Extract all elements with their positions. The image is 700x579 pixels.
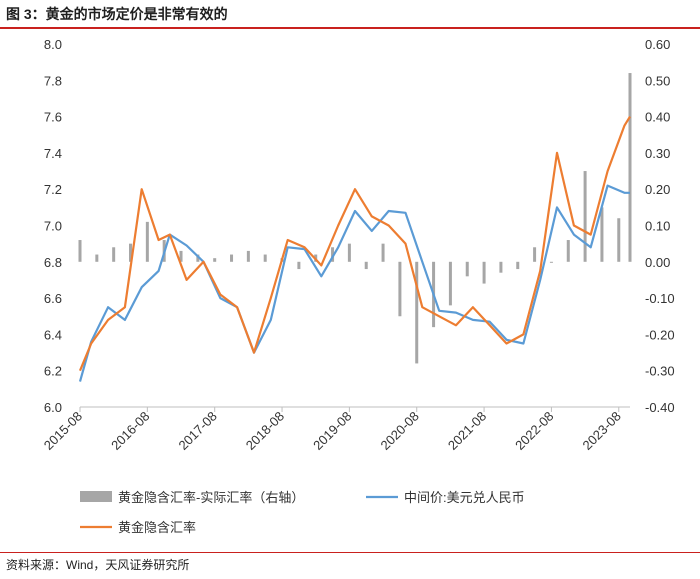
axes: 8.0 7.8 7.6 7.4 7.2 7.0 6.8 6.6 6.4 6.2 6.0 0.60 0.5… [41,37,675,453]
x-tick-label: 2015-08 [41,409,85,453]
bar-mark [628,73,632,262]
bar-mark [145,221,149,262]
usd-cny-midpoint-line [78,184,630,382]
bar-mark [179,250,183,262]
chart: 8.0 7.8 7.6 7.4 7.2 7.0 6.8 6.6 6.4 6.2 6.0 0.60 0.5… [41,37,675,535]
y-left-tick-label: 6.6 [44,291,62,306]
y-left-tick-label: 7.0 [44,219,62,234]
legend-label: 黄金隐含汇率 [118,520,196,535]
x-tick-label: 2018-08 [243,409,287,453]
bar-series [78,73,632,364]
title-rule [0,27,700,29]
y-right-tick-label: 0.40 [645,110,670,125]
bar-mark [364,261,368,270]
bar-mark [583,171,587,262]
source-note: 资料来源：Wind，天风证券研究所 [6,558,190,572]
footer-rule [0,552,700,553]
bar-mark [549,261,553,263]
x-tick-label: 2019-08 [310,409,354,453]
y-left-tick-label: 7.2 [44,182,62,197]
y-left-tick-label: 6.4 [44,327,62,342]
bar-mark [263,254,267,262]
bar-mark [331,247,335,262]
bar-mark [482,261,486,284]
bar-mark [516,261,520,270]
x-tick-label: 2022-08 [512,409,556,453]
y-right-tick-label: -0.10 [645,291,675,306]
y-left-tick-label: 6.0 [44,400,62,415]
line-series [78,116,631,382]
x-tick-label: 2021-08 [445,409,489,453]
bar-mark [398,261,402,317]
y-left-tick-label: 7.6 [44,110,62,125]
x-tick-label: 2023-08 [580,409,624,453]
y-right-tick-label: 0.30 [645,146,670,161]
bar-mark [112,247,116,262]
legend-swatch-bar [80,491,112,502]
bar-mark [448,261,452,306]
y-right-tick-label: 0.00 [645,255,670,270]
legend-label: 中间价:美元兑人民币 [404,490,525,505]
y-right-tick-label: -0.20 [645,327,675,342]
bar-mark [230,254,234,262]
x-tick-label: 2016-08 [108,409,152,453]
y-left-tick-label: 7.8 [44,73,62,88]
bar-mark [499,261,503,273]
bar-mark [196,254,200,262]
bar-mark [347,243,351,262]
x-tick-label: 2020-08 [378,409,422,453]
bar-mark [297,261,301,270]
y-right-tick-label: 0.50 [645,73,670,88]
bar-mark [246,250,250,262]
bar-mark [95,254,99,262]
y-left-tick-label: 7.4 [44,146,62,161]
bar-mark [600,207,604,262]
y-left-tick-label: 6.8 [44,255,62,270]
bar-mark [465,261,469,277]
bar-mark [617,218,621,262]
y-right-tick-label: 0.60 [645,37,670,52]
bar-mark [533,247,537,262]
bar-mark [129,243,133,262]
bar-mark [381,243,385,262]
y-right-tick-label: -0.40 [645,400,675,415]
bar-mark [415,261,419,364]
legend-label: 黄金隐含汇率-实际汇率（右轴） [118,490,304,505]
y-right-tick-label: 0.10 [645,219,670,234]
y-left-tick-label: 6.2 [44,364,62,379]
gold-implied-rate-line [78,116,631,372]
bar-mark [213,258,217,262]
chart-title: 图 3：黄金的市场定价是非常有效的 [6,6,228,22]
y-right-tick-label: 0.20 [645,182,670,197]
x-tick-label: 2017-08 [175,409,219,453]
y-right-tick-label: -0.30 [645,364,675,379]
y-left-tick-label: 8.0 [44,37,62,52]
bar-mark [78,240,82,262]
bar-mark [566,240,570,262]
